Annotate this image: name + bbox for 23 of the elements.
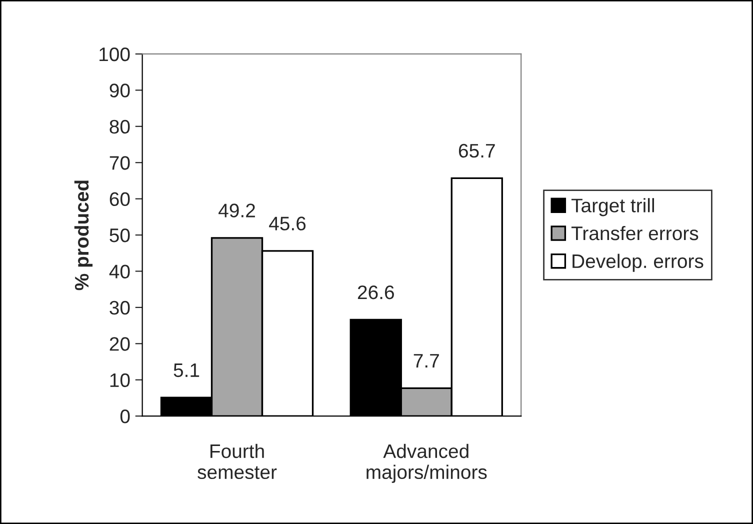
- y-tick-label: 90: [110, 84, 130, 98]
- y-tick-label: 60: [110, 192, 130, 206]
- y-tick-label: 0: [120, 410, 130, 424]
- y-tick-label: 40: [109, 264, 130, 278]
- data-label: 7.7: [414, 354, 439, 368]
- y-tick-label: 10: [110, 373, 130, 388]
- legend-label: Transfer errors: [571, 226, 698, 240]
- y-tick-label: 30: [110, 300, 130, 315]
- legend-label: Target trill: [571, 198, 654, 216]
- y-tick-label: 100: [100, 47, 130, 62]
- data-label: 45.6: [269, 216, 306, 230]
- data-label: 5.1: [174, 364, 200, 378]
- data-label: 26.6: [358, 285, 394, 300]
- y-tick-label: 80: [110, 120, 130, 134]
- y-axis-title: % produced: [74, 180, 93, 290]
- y-tick-label: 50: [110, 228, 130, 242]
- data-label: 49.2: [218, 204, 255, 218]
- legend-label: Develop. errors: [572, 254, 704, 272]
- y-tick-label: 20: [110, 337, 130, 351]
- y-tick-label: 70: [110, 156, 130, 170]
- x-tick-label: Advanced majors/minors: [366, 444, 487, 483]
- data-label: 65.7: [458, 144, 495, 158]
- x-tick-label: Fourth semester: [198, 444, 277, 480]
